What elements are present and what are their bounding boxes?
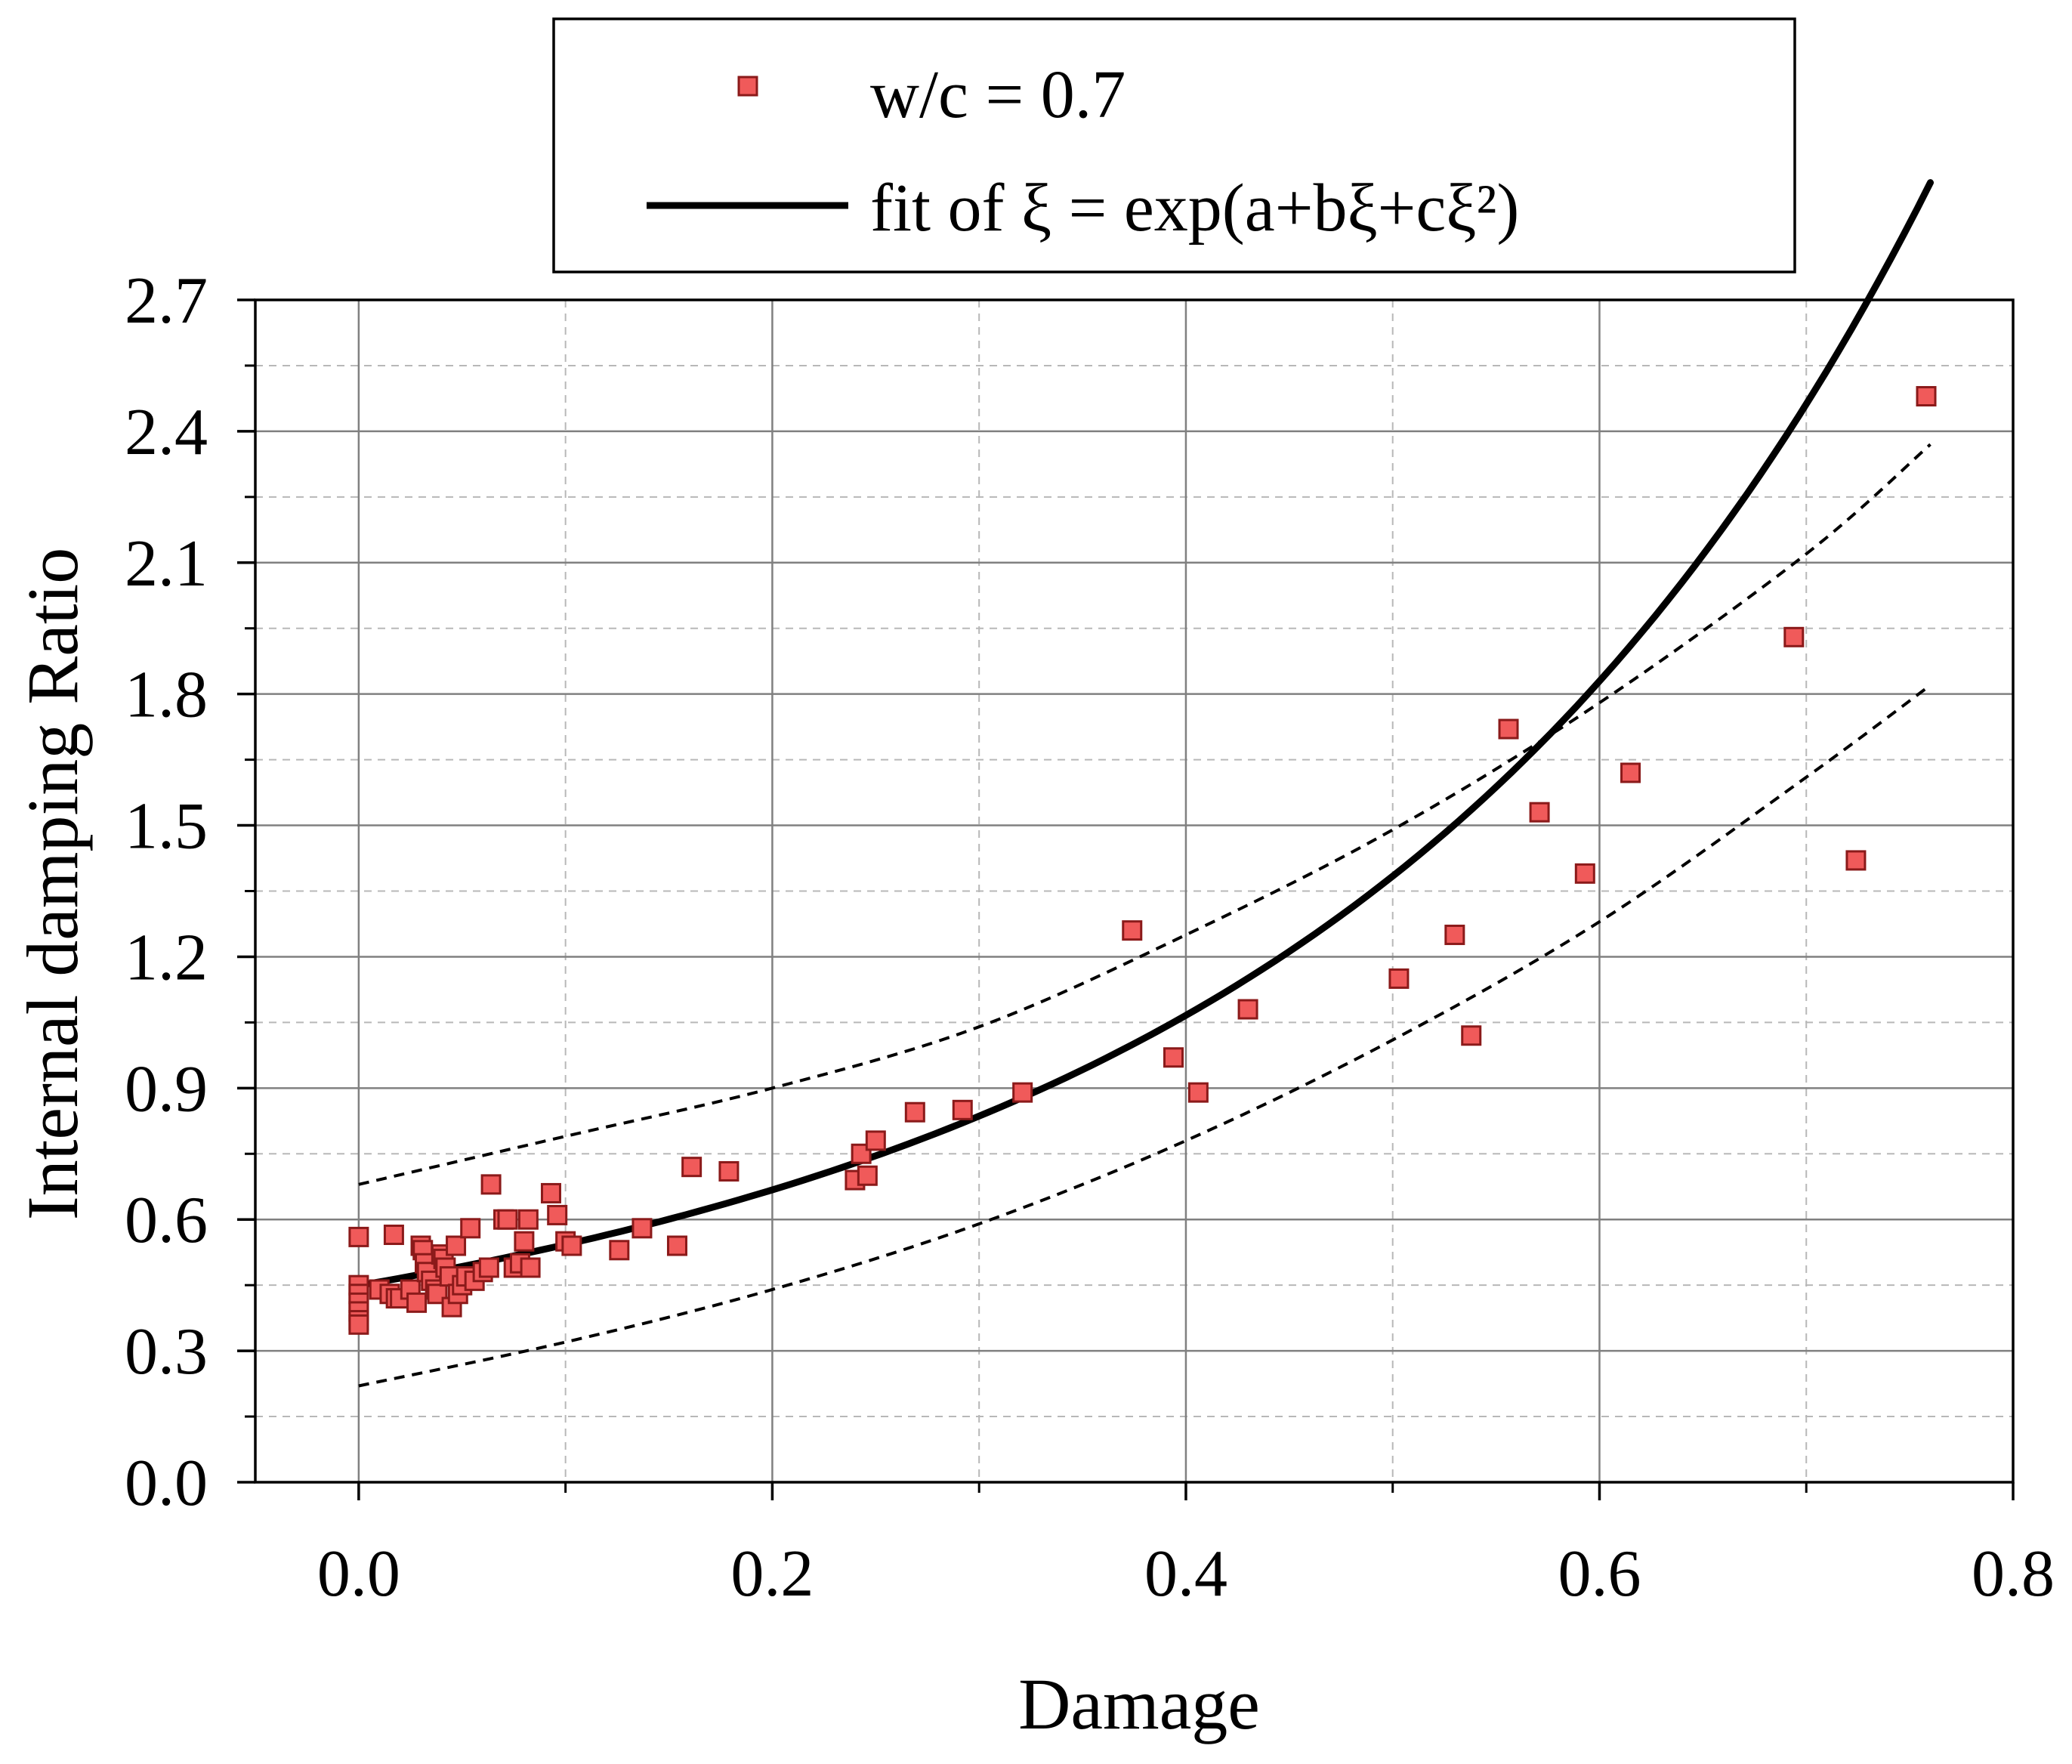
axis-ticks — [237, 298, 2015, 1500]
data-point — [1620, 762, 1641, 783]
data-point — [718, 1160, 740, 1182]
data-point — [348, 1226, 369, 1247]
legend-label-data: w/c = 0.7 — [870, 57, 1126, 132]
y-tick-label: 2.7 — [125, 264, 208, 338]
fit-curve-group — [355, 179, 1934, 1290]
data-point — [497, 1209, 518, 1230]
data-point — [666, 1235, 687, 1256]
y-tick-label: 1.2 — [125, 921, 208, 994]
legend-box — [552, 17, 1796, 273]
legend: w/c = 0.7 fit of ξ = exp(a+bξ+cξ²) — [552, 17, 1796, 273]
data-point — [480, 1174, 502, 1195]
fit-curve — [355, 179, 1934, 1290]
data-point — [1529, 802, 1550, 823]
data-point — [681, 1157, 703, 1178]
data-point — [460, 1218, 481, 1239]
y-tick-label: 2.4 — [125, 396, 208, 469]
x-tick-label: 0.2 — [730, 1537, 814, 1611]
data-point — [865, 1130, 886, 1151]
data-point — [561, 1235, 582, 1256]
data-point — [1388, 968, 1410, 989]
legend-marker-swatch — [737, 76, 758, 97]
legend-label-fit: fit of ξ = exp(a+bξ+cξ²) — [870, 171, 1519, 246]
data-point — [631, 1218, 653, 1239]
x-tick-label: 0.6 — [1558, 1537, 1641, 1611]
x-tick-labels: 0.0 0.2 0.4 0.6 0.8 — [317, 1537, 2055, 1611]
data-point — [904, 1101, 925, 1123]
y-tick-label: 2.1 — [125, 527, 208, 601]
data-point — [609, 1240, 630, 1261]
data-point — [952, 1099, 973, 1120]
y-tick-label: 1.5 — [125, 790, 208, 863]
data-point — [1122, 920, 1143, 941]
data-point — [1498, 718, 1519, 740]
minor-grid — [255, 300, 2013, 1482]
data-point — [547, 1204, 568, 1225]
data-points — [348, 386, 1937, 1335]
y-tick-label: 0.6 — [125, 1184, 208, 1257]
x-tick-label: 0.0 — [317, 1537, 400, 1611]
data-point — [1163, 1047, 1184, 1068]
data-point — [540, 1182, 561, 1203]
data-point — [446, 1235, 467, 1256]
data-point — [514, 1231, 535, 1252]
data-point — [1783, 626, 1805, 647]
data-point — [1916, 386, 1937, 407]
y-tick-labels: 0.0 0.3 0.6 0.9 1.2 1.5 1.8 2.1 2.4 2.7 — [125, 264, 208, 1520]
y-axis-label: Internal damping Ratio — [12, 548, 93, 1220]
x-tick-label: 0.4 — [1144, 1537, 1227, 1611]
data-point — [383, 1225, 404, 1246]
data-point — [1444, 924, 1465, 945]
lower-confidence-line — [358, 684, 1931, 1388]
data-point — [348, 1314, 369, 1335]
y-tick-label: 0.0 — [125, 1447, 208, 1520]
data-point — [857, 1165, 878, 1186]
x-axis-label: Damage — [1018, 1664, 1260, 1744]
major-grid — [255, 300, 2013, 1482]
data-point — [1237, 999, 1258, 1020]
data-point — [478, 1257, 499, 1278]
data-point — [1187, 1082, 1209, 1103]
x-tick-label: 0.8 — [1972, 1537, 2055, 1611]
data-point — [406, 1292, 428, 1313]
confidence-band — [358, 443, 1931, 1388]
data-point — [1012, 1082, 1033, 1103]
y-tick-label: 0.9 — [125, 1052, 208, 1126]
upper-confidence-line — [358, 443, 1931, 1186]
data-point — [517, 1209, 539, 1230]
y-tick-label: 0.3 — [125, 1315, 208, 1389]
data-point — [1845, 850, 1867, 871]
data-point — [1461, 1025, 1482, 1046]
y-tick-label: 1.8 — [125, 659, 208, 732]
data-point — [1574, 863, 1595, 884]
data-point — [520, 1257, 541, 1278]
